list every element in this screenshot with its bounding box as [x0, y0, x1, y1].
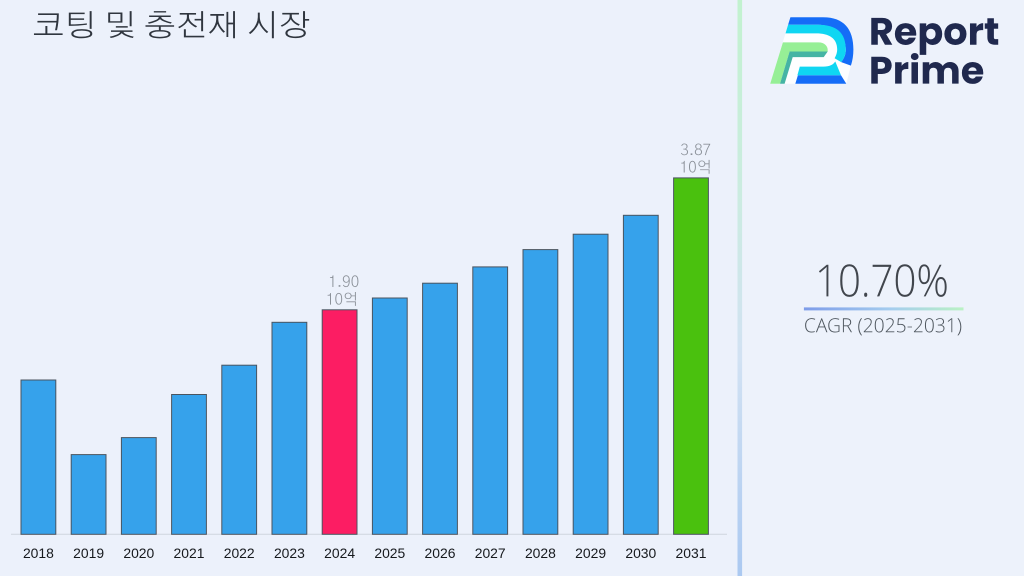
svg-text:2027: 2027: [475, 545, 506, 561]
svg-text:2024: 2024: [324, 545, 355, 561]
svg-text:2031: 2031: [676, 545, 707, 561]
svg-text:2030: 2030: [625, 545, 656, 561]
svg-text:2020: 2020: [123, 545, 154, 561]
svg-text:2025: 2025: [374, 545, 405, 561]
svg-text:2026: 2026: [425, 545, 456, 561]
svg-text:2021: 2021: [174, 545, 205, 561]
svg-text:2019: 2019: [73, 545, 104, 561]
svg-text:2023: 2023: [274, 545, 305, 561]
svg-text:2029: 2029: [575, 545, 606, 561]
svg-text:2028: 2028: [525, 545, 556, 561]
svg-text:2018: 2018: [23, 545, 54, 561]
svg-text:2022: 2022: [224, 545, 255, 561]
